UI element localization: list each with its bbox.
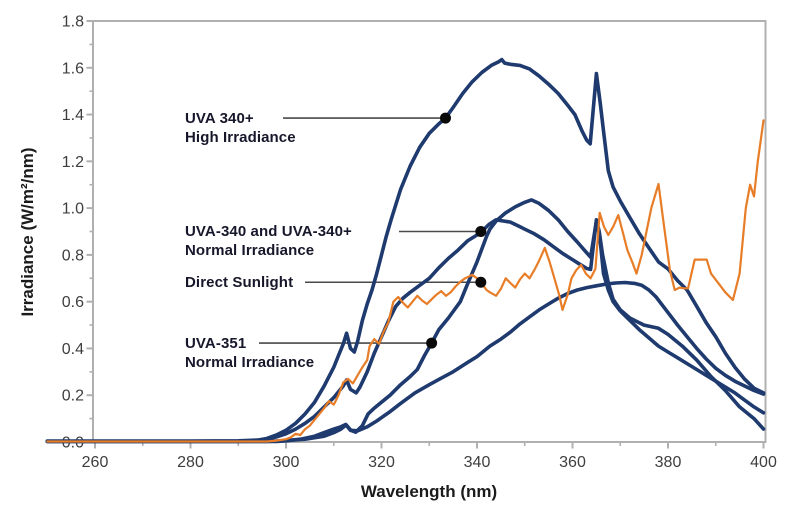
x-tick-label: 280 bbox=[177, 454, 204, 471]
x-tick-label: 260 bbox=[82, 454, 109, 471]
y-tick-label: 0.2 bbox=[62, 388, 84, 405]
x-axis-title: Wavelength (nm) bbox=[361, 482, 497, 501]
curve-direct-sunlight bbox=[46, 119, 765, 443]
annotation-uva351-normal: UVA-351 Normal Irradiance bbox=[185, 334, 314, 372]
annotation-label-line1: UVA 340+ bbox=[185, 109, 254, 127]
spectra-curves bbox=[45, 57, 766, 444]
annotation-direct-sunlight: Direct Sunlight bbox=[185, 273, 293, 292]
y-tick-label: 1.2 bbox=[62, 154, 84, 171]
x-tick-label: 380 bbox=[655, 454, 682, 471]
y-tick-label: 1.0 bbox=[62, 201, 84, 218]
annotation-label-line2: High Irradiance bbox=[185, 128, 296, 146]
annotation-dot bbox=[475, 276, 487, 288]
annotation-uva340-normal: UVA-340 and UVA-340+ Normal Irradiance bbox=[185, 222, 352, 260]
x-tick-label: 300 bbox=[273, 454, 300, 471]
y-tick-label: 1.4 bbox=[62, 107, 84, 124]
annotation-label-line2: Normal Irradiance bbox=[185, 353, 315, 371]
curve-uva-340-high-irradiance bbox=[45, 57, 766, 443]
curve-uva-340-and-uva-340-normal-irradiance bbox=[45, 218, 766, 444]
annotation-uva340plus-high: UVA 340+ High Irradiance bbox=[185, 109, 296, 147]
annotation-dot bbox=[426, 337, 438, 349]
x-tick-label: 360 bbox=[559, 454, 586, 471]
x-tick-label: 320 bbox=[368, 454, 395, 471]
annotation-label-line1: UVA-340 and UVA-340+ bbox=[185, 223, 352, 240]
y-tick-label: 1.8 bbox=[62, 14, 84, 31]
annotation-dot bbox=[439, 112, 451, 124]
annotation-label-line2: Normal Irradiance bbox=[185, 242, 315, 259]
y-axis-title: Irradiance (W/m²/nm) bbox=[18, 147, 37, 316]
y-tick-label: 1.6 bbox=[62, 60, 84, 77]
annotation-label-line1: UVA-351 bbox=[185, 334, 247, 352]
curve-uva-351-normal-irradiance bbox=[45, 198, 766, 444]
y-tick-label: 0.8 bbox=[62, 247, 84, 264]
annotation-label-line1: Direct Sunlight bbox=[185, 273, 294, 291]
curve-unlabeled-navy-curve bbox=[45, 280, 766, 444]
annotation-dot bbox=[475, 226, 487, 238]
y-tick-label: 0.6 bbox=[62, 294, 84, 311]
x-tick-label: 400 bbox=[750, 454, 777, 471]
annotation-dots bbox=[426, 112, 487, 349]
y-tick-label: 0.4 bbox=[62, 341, 84, 358]
x-tick-label: 340 bbox=[464, 454, 491, 471]
